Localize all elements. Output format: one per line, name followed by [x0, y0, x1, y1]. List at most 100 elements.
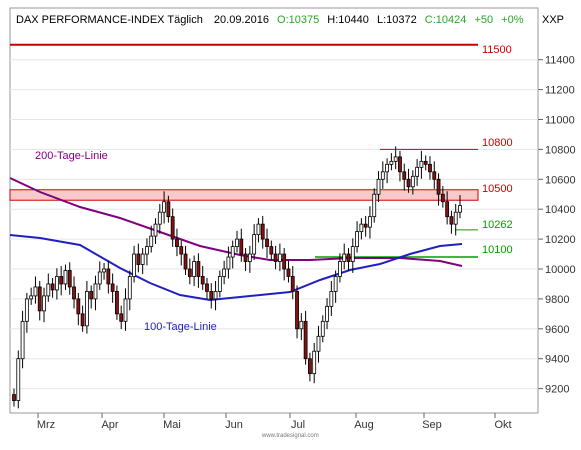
candle-7: [42, 287, 46, 323]
candle-104: [458, 195, 462, 219]
candle-1: [16, 350, 21, 409]
candle-27: [127, 270, 132, 311]
candle-81: [359, 218, 364, 240]
candle-93: [410, 170, 415, 195]
ma100-line: [9, 234, 463, 302]
moving-averages: [9, 177, 463, 302]
x-tick-Apr: Apr: [101, 419, 118, 431]
candle-55: [247, 245, 252, 273]
candle-45: [205, 277, 209, 300]
candle-96: [423, 155, 428, 171]
candle-16: [80, 305, 85, 332]
candle-26: [123, 288, 128, 331]
level-label-10100: 10100: [482, 244, 513, 256]
candle-15: [76, 292, 81, 326]
candle-18: [89, 285, 94, 309]
candle-12: [63, 264, 68, 290]
candle-23: [110, 273, 115, 303]
header-change: +50: [474, 14, 493, 26]
candle-65: [290, 266, 295, 300]
candle-17: [85, 280, 89, 334]
candle-69: [308, 352, 312, 382]
candle-91: [402, 163, 407, 191]
candle-29: [136, 243, 141, 273]
candle-42: [192, 255, 197, 287]
candle-36: [166, 195, 171, 223]
candle-34: [157, 203, 162, 234]
header-close: C:10424: [425, 14, 467, 26]
candle-94: [415, 159, 420, 186]
candle-88: [389, 153, 394, 171]
candle-77: [342, 243, 347, 270]
x-tick-Aug: Aug: [354, 419, 374, 431]
candle-70: [312, 343, 317, 384]
candle-83: [368, 206, 372, 239]
candle-32: [149, 225, 154, 253]
candle-43: [196, 253, 201, 288]
axis-code: XXP: [542, 14, 564, 26]
candle-0: [12, 388, 16, 407]
label-ma200: 200-Tage-Linie: [35, 150, 108, 162]
candle-85: [376, 171, 381, 203]
y-tick-10400: 10400: [545, 204, 576, 216]
candle-56: [252, 224, 257, 261]
y-tick-11200: 11200: [545, 85, 575, 97]
y-axis-ticks: 9200 9400 9600 9800 10000 10200 10400 10600 1080…: [538, 55, 576, 396]
candle-24: [115, 285, 119, 320]
candle-80: [355, 221, 359, 253]
candle-64: [286, 260, 291, 283]
candle-101: [445, 191, 450, 225]
resistance-zone: [9, 189, 479, 201]
candle-78: [346, 248, 351, 272]
level-label-10262: 10262: [482, 219, 513, 231]
candle-82: [363, 215, 368, 237]
grid: [10, 59, 538, 390]
candle-76: [338, 253, 342, 283]
header-high: H:10440: [327, 14, 369, 26]
y-tick-10600: 10600: [545, 174, 576, 186]
candle-66: [295, 285, 299, 339]
candle-39: [179, 240, 184, 266]
candle-58: [260, 215, 265, 249]
candle-20: [97, 261, 102, 290]
x-tick-Jun: Jun: [225, 419, 243, 431]
candle-98: [432, 161, 437, 189]
candle-67: [299, 313, 304, 341]
candle-89: [393, 146, 398, 170]
candle-100: [440, 186, 445, 208]
candle-74: [329, 280, 334, 316]
candle-3: [24, 292, 29, 333]
candle-40: [183, 245, 188, 275]
candle-41: [187, 258, 192, 285]
candle-73: [325, 298, 329, 330]
candle-53: [239, 228, 244, 262]
candle-75: [333, 270, 338, 303]
candle-51: [230, 240, 235, 269]
y-tick-9800: 9800: [545, 294, 569, 306]
candle-50: [226, 246, 231, 279]
candle-19: [93, 275, 98, 311]
candle-95: [419, 150, 424, 179]
candle-2: [20, 310, 25, 369]
candle-61: [273, 245, 278, 270]
candle-28: [132, 245, 136, 283]
candle-9: [50, 277, 55, 298]
header-change-pct: +0%: [501, 14, 524, 26]
x-tick-Okt: Okt: [494, 419, 511, 431]
candle-87: [385, 158, 389, 184]
candle-79: [350, 238, 355, 273]
candle-63: [282, 248, 287, 281]
candle-54: [243, 248, 248, 272]
y-tick-9600: 9600: [545, 324, 569, 336]
candle-72: [320, 315, 325, 343]
candle-10: [54, 268, 59, 300]
candle-21: [102, 263, 106, 280]
candle-44: [200, 266, 205, 290]
y-tick-10800: 10800: [545, 144, 576, 156]
candle-57: [256, 218, 261, 243]
svg-text:DAX PERFORMANCE-INDEX Täglich: DAX PERFORMANCE-INDEX Täglich 20.09.2016…: [16, 14, 524, 26]
y-tick-11400: 11400: [545, 55, 575, 67]
candle-86: [380, 161, 385, 189]
candle-97: [428, 156, 432, 180]
